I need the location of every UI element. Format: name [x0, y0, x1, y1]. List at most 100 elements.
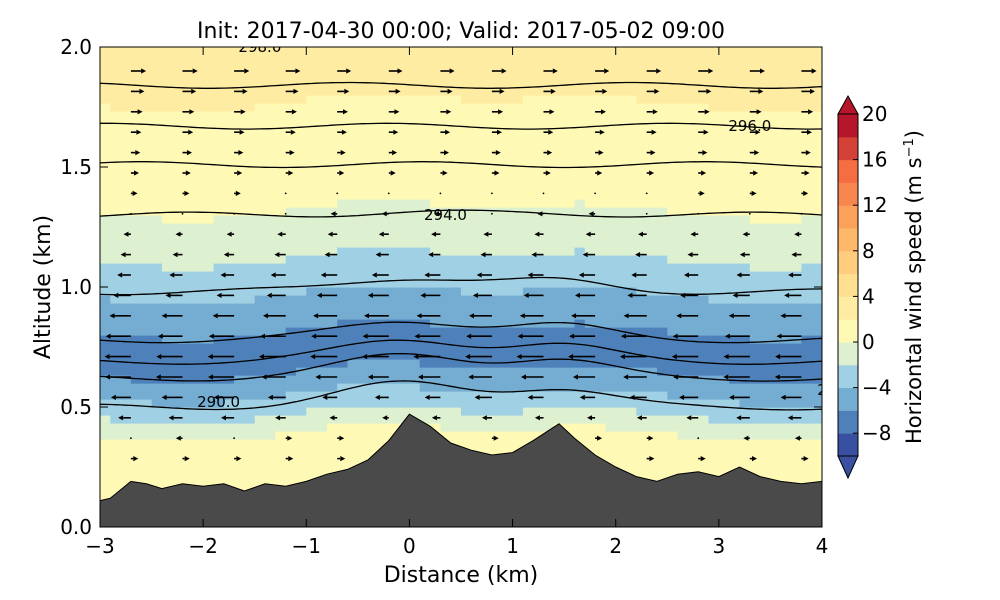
field-cell	[213, 119, 225, 128]
field-cell	[419, 135, 431, 144]
field-cell	[512, 367, 524, 376]
field-cell	[698, 439, 710, 448]
field-cell	[512, 199, 524, 208]
wind-vector	[233, 212, 236, 215]
field-cell	[522, 87, 534, 96]
field-cell	[811, 343, 822, 352]
field-cell	[636, 303, 648, 312]
isentrope-line	[100, 209, 822, 218]
field-cell	[326, 327, 338, 336]
field-cell	[522, 55, 534, 64]
field-cell	[687, 327, 699, 336]
field-cell	[388, 383, 400, 392]
field-cell	[512, 303, 524, 312]
field-cell	[440, 375, 452, 384]
field-cell	[337, 95, 349, 104]
field-cell	[564, 159, 575, 168]
field-cell	[275, 455, 287, 464]
field-cell	[306, 167, 318, 176]
field-cell	[718, 391, 730, 400]
field-cell	[543, 407, 555, 416]
wind-vector-head	[237, 170, 243, 176]
field-cell	[636, 199, 648, 208]
wind-vector-head	[534, 415, 540, 421]
field-cell	[687, 79, 699, 88]
field-cell	[409, 135, 421, 144]
field-cell	[326, 223, 338, 232]
wind-vector-head	[472, 292, 478, 298]
field-cell	[471, 175, 483, 184]
field-cell	[646, 383, 658, 392]
field-cell	[203, 423, 214, 432]
field-cell	[801, 47, 813, 56]
field-cell	[502, 159, 514, 168]
field-cell	[378, 319, 390, 328]
field-cell	[244, 263, 256, 272]
field-cell	[234, 215, 245, 224]
field-cell	[626, 71, 637, 80]
field-cell	[564, 63, 575, 72]
field-cell	[491, 351, 503, 360]
field-cell	[636, 399, 648, 408]
field-cell	[254, 383, 266, 392]
wind-vector-head	[134, 170, 139, 176]
field-cell	[543, 55, 555, 64]
field-cell	[491, 327, 503, 336]
field-cell	[533, 359, 545, 368]
field-cell	[141, 271, 153, 280]
field-cell	[739, 319, 751, 328]
field-cell	[667, 71, 679, 80]
field-cell	[399, 263, 410, 272]
wind-vector-head	[392, 150, 398, 156]
field-cell	[739, 215, 751, 224]
field-cell	[316, 279, 328, 288]
field-cell	[378, 199, 390, 208]
field-cell	[368, 247, 380, 256]
field-cell	[285, 223, 297, 232]
field-cell	[461, 383, 472, 392]
field-cell	[161, 63, 173, 72]
field-cell	[110, 343, 122, 352]
field-cell	[491, 79, 503, 88]
field-cell	[151, 343, 163, 352]
field-cell	[326, 431, 338, 440]
field-cell	[347, 447, 359, 456]
field-cell	[502, 55, 514, 64]
field-cell	[801, 223, 813, 232]
field-cell	[430, 367, 441, 376]
wind-vector-head	[244, 68, 250, 74]
field-cell	[450, 303, 462, 312]
field-cell	[203, 319, 214, 328]
field-cell	[172, 447, 184, 456]
field-cell	[512, 439, 524, 448]
field-cell	[244, 367, 256, 376]
field-cell	[399, 207, 410, 216]
field-cell	[326, 367, 338, 376]
field-cell	[780, 415, 792, 424]
field-cell	[564, 215, 575, 224]
field-cell	[791, 143, 802, 152]
field-cell	[326, 423, 338, 432]
field-cell	[533, 391, 545, 400]
field-cell	[419, 159, 431, 168]
field-cell	[265, 439, 276, 448]
wind-vector-head	[523, 292, 529, 298]
field-cell	[553, 207, 565, 216]
field-cell	[265, 423, 276, 432]
field-cell	[471, 255, 483, 264]
field-cell	[461, 215, 472, 224]
field-cell	[687, 191, 699, 200]
field-cell	[584, 159, 596, 168]
field-cell	[100, 447, 111, 456]
field-cell	[564, 223, 575, 232]
field-cell	[161, 223, 173, 232]
field-cell	[574, 407, 586, 416]
wind-vector-head	[483, 231, 489, 237]
field-cell	[141, 167, 153, 176]
field-cell	[182, 231, 194, 240]
field-cell	[244, 135, 256, 144]
field-cell	[595, 143, 606, 152]
field-cell	[285, 295, 297, 304]
field-cell	[801, 207, 813, 216]
field-cell	[357, 47, 369, 56]
